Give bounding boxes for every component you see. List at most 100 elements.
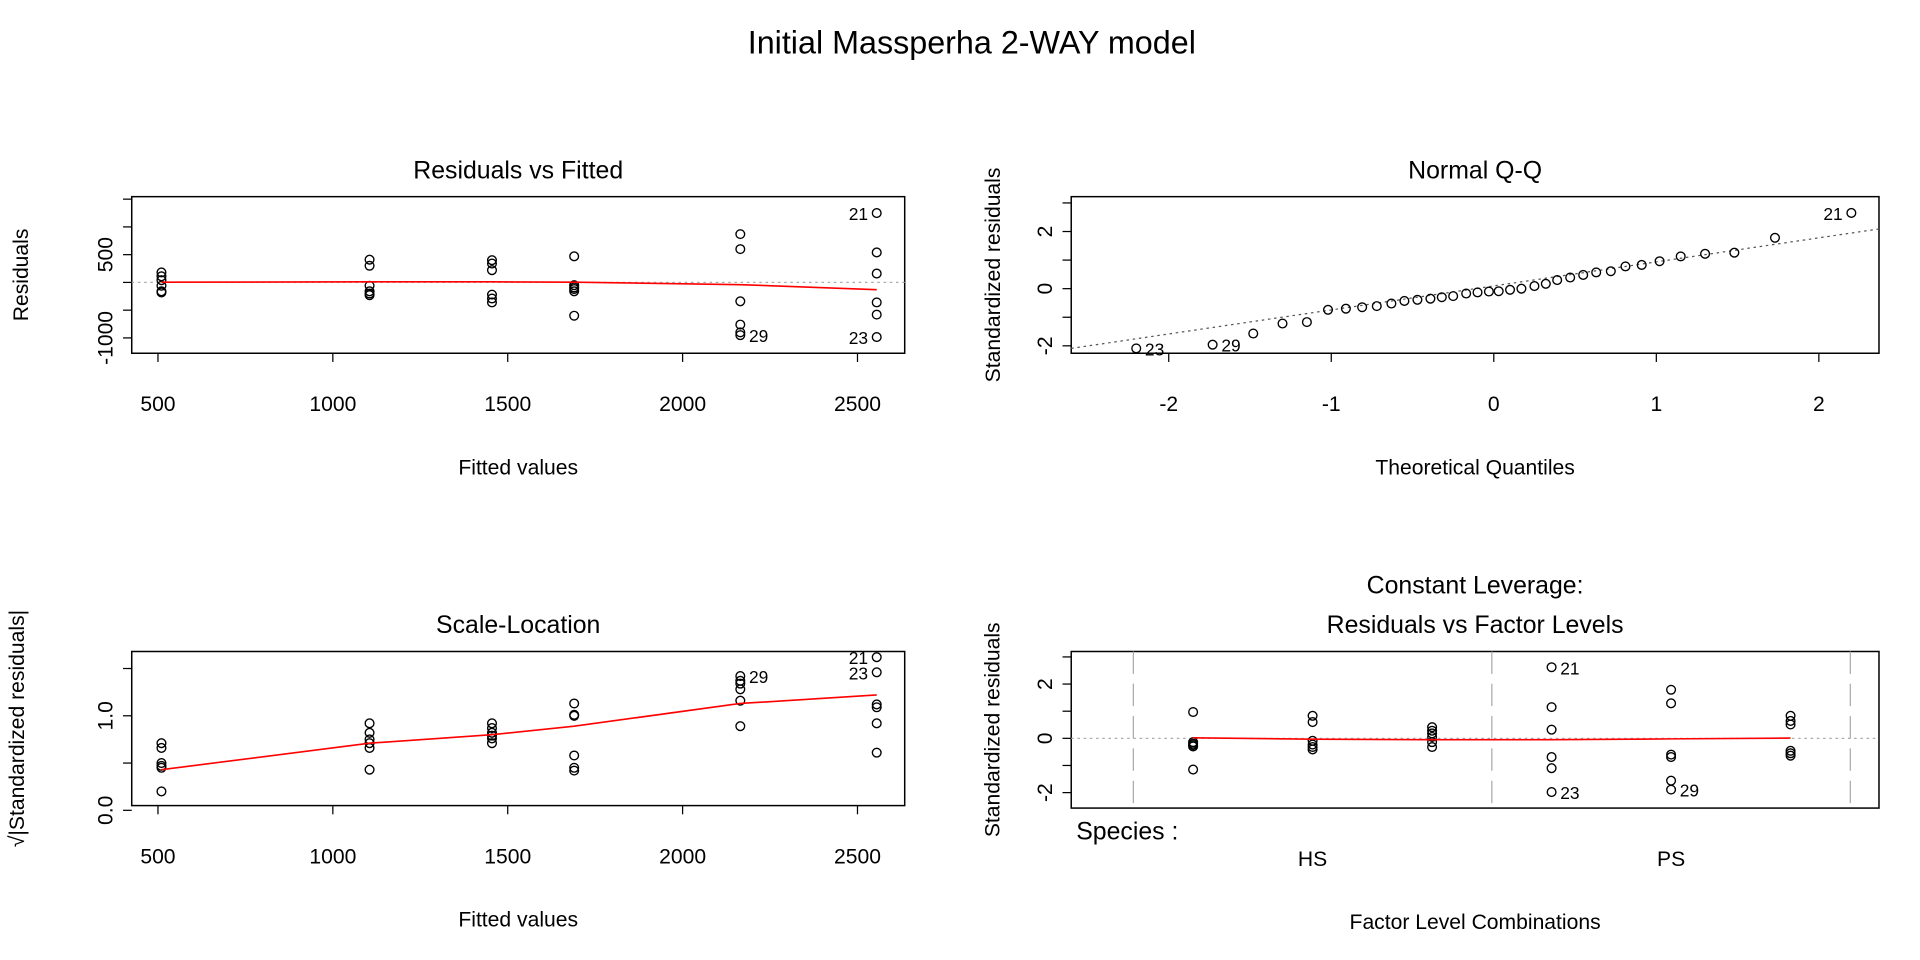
factor-name: Species : (1076, 818, 1178, 845)
point (364, 260, 375, 271)
point-label: 23 (849, 663, 868, 683)
point (871, 702, 882, 713)
point (569, 750, 580, 761)
point (1427, 722, 1438, 733)
point (569, 251, 580, 262)
panel-title: Residuals vs Fitted (413, 157, 623, 184)
y-axis-label: √|Standardized residuals| (6, 610, 29, 847)
point (156, 742, 167, 753)
x-axis-label: Factor Level Combinations (1350, 911, 1601, 934)
point (1666, 698, 1677, 709)
plot-frame (130, 195, 906, 354)
point (1427, 725, 1438, 736)
x-axis-label: Theoretical Quantiles (1375, 456, 1574, 479)
point (1516, 283, 1527, 294)
point (1785, 719, 1796, 730)
y-tick-label: 0 (1034, 732, 1057, 744)
point (364, 727, 375, 738)
point (1529, 281, 1540, 292)
point (1540, 278, 1551, 289)
point (871, 297, 882, 308)
point (735, 330, 746, 341)
point (569, 762, 580, 773)
x-tick-label: 2 (1813, 393, 1825, 416)
point (486, 723, 498, 734)
point (1654, 256, 1665, 267)
plot-frame (1070, 195, 1880, 354)
point (1620, 261, 1631, 272)
point (871, 747, 882, 758)
point (1425, 293, 1436, 304)
point (1675, 251, 1686, 262)
y-tick-label: -2 (1034, 783, 1057, 802)
point (569, 765, 580, 776)
point (1552, 275, 1563, 286)
point (1188, 706, 1199, 718)
point (569, 310, 580, 321)
point (1307, 710, 1318, 721)
point (1785, 750, 1796, 761)
x-tick-label: 2000 (659, 845, 706, 868)
point (1546, 724, 1557, 735)
point (1340, 303, 1351, 314)
point (486, 738, 498, 749)
point (1666, 684, 1677, 695)
point (871, 699, 882, 710)
plot-frame (130, 650, 906, 807)
point (1301, 317, 1312, 328)
point-label: 21 (1823, 204, 1842, 224)
main-title: Initial Massperha 2-WAY model (748, 25, 1196, 61)
point (1493, 286, 1504, 297)
x-tick-label: 1500 (484, 845, 531, 868)
point (735, 319, 746, 330)
x-tick-label: 1500 (484, 393, 531, 416)
x-axis-label: Fitted values (458, 456, 578, 479)
point (1371, 301, 1382, 312)
point (156, 738, 167, 749)
point (735, 721, 746, 732)
point (486, 718, 498, 729)
point (1483, 286, 1494, 297)
point (1131, 343, 1142, 354)
point (156, 786, 167, 797)
point (1666, 752, 1677, 763)
panel-title: Constant Leverage: (1367, 572, 1584, 599)
point (1565, 272, 1576, 283)
point (1207, 339, 1218, 350)
point (569, 282, 580, 293)
point (156, 271, 167, 282)
point (735, 675, 746, 686)
y-axis-label: Residuals (10, 229, 33, 322)
point (1436, 292, 1447, 303)
point (1546, 763, 1557, 774)
point (364, 764, 375, 775)
x-tick-label: 1000 (309, 845, 356, 868)
point (871, 667, 882, 678)
point-label: 29 (1680, 781, 1699, 801)
point (1307, 717, 1318, 728)
y-axis-label: Standardized residuals (982, 622, 1005, 837)
point (871, 332, 882, 343)
point (735, 296, 746, 307)
point (569, 286, 580, 297)
point (1357, 302, 1368, 313)
y-tick-label: 2 (1034, 678, 1057, 690)
point (1307, 744, 1318, 755)
panel-title: Residuals vs Factor Levels (1327, 612, 1624, 639)
point (871, 208, 882, 219)
point (1636, 259, 1647, 270)
point (735, 678, 746, 689)
point (156, 287, 167, 298)
point (1769, 232, 1781, 243)
point (1188, 741, 1199, 752)
point (1188, 764, 1199, 775)
point (156, 762, 167, 773)
point (1546, 787, 1557, 798)
point-label: 29 (1221, 336, 1240, 356)
x-tick-label: 500 (140, 845, 175, 868)
point (1666, 775, 1677, 786)
y-axis-label: Standardized residuals (982, 168, 1005, 383)
point (486, 255, 498, 266)
point (871, 247, 882, 258)
